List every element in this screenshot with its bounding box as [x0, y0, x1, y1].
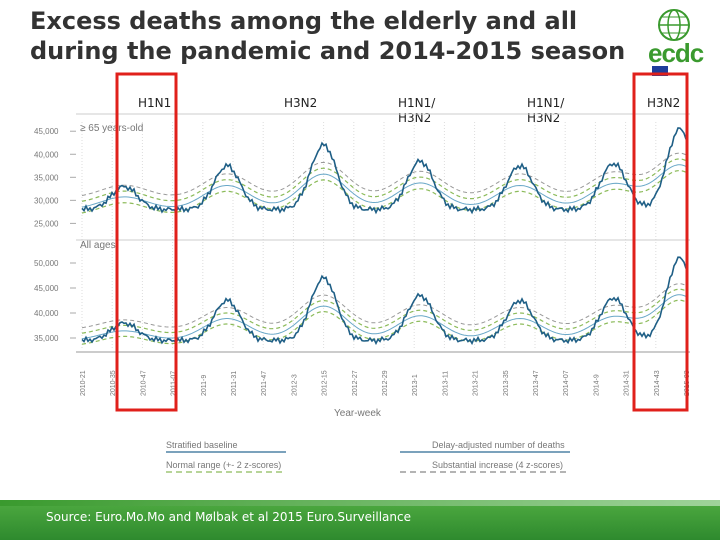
x-tick-label: 2011-9 [201, 375, 208, 396]
season-label-5: H3N2 [647, 96, 680, 111]
x-tick-label: 2013-35 [503, 370, 510, 396]
x-tick-label: 2012-3 [291, 374, 298, 396]
x-tick-label: 2013-21 [473, 370, 480, 396]
legend-label: Substantial increase (4 z-scores) [432, 460, 563, 470]
x-tick-label: 2014-43 [654, 370, 661, 396]
season-label-line: H1N1/ [527, 96, 565, 110]
legend-label: Normal range (+- 2 z-scores) [166, 460, 281, 470]
season-label-line: H3N2 [647, 96, 681, 110]
x-tick-label: 2010-21 [80, 370, 87, 396]
season-label-2: H3N2 [284, 96, 317, 111]
normal-range-lower-line [81, 169, 687, 214]
season-label-1: H1N1 [138, 96, 171, 111]
x-tick-label: 2012-15 [322, 370, 329, 396]
y-tick-label: 40,000 [34, 150, 59, 159]
normal-range-upper-line [81, 158, 687, 202]
y-tick-label: 30,000 [34, 196, 59, 205]
highlight-box [632, 72, 689, 412]
x-tick-label: 2012-29 [382, 370, 389, 396]
x-tick-label: 2013-1 [412, 374, 419, 396]
title-line-1: Excess deaths among the elderly and all [30, 7, 578, 35]
y-tick-label: 45,000 [34, 127, 59, 136]
season-label-line: H1N1/ [398, 96, 436, 110]
y-tick-label: 25,000 [34, 219, 59, 228]
x-tick-label: 2014-07 [563, 370, 570, 396]
x-axis-label: Year-week [334, 408, 382, 419]
ecdc-logo: ecdc [638, 8, 716, 78]
excess-deaths-chart: ≥ 65 years-old 45,000 40,000 35,000 30,000 25… [34, 72, 691, 473]
footer-bar [0, 500, 720, 540]
x-tick-label: 2012-27 [352, 370, 359, 396]
x-tick-label: 2010-35 [110, 370, 117, 396]
x-tick-label: 2013-11 [442, 371, 449, 396]
baseline-line [81, 294, 687, 340]
y-tick-label: 40,000 [34, 309, 59, 318]
observed-deaths-line [81, 256, 687, 346]
x-tick-label: 2011-31 [231, 371, 238, 396]
season-label-line: H1N1 [138, 96, 172, 110]
globe-icon [658, 9, 690, 41]
source-citation: Source: Euro.Mo.Mo and Mølbak et al 2015… [46, 510, 411, 524]
x-tick-label: 2011-47 [261, 371, 268, 396]
eu-flag-icon [652, 66, 668, 76]
panel-title: All ages [80, 240, 116, 251]
legend-label: Stratified baseline [166, 440, 238, 450]
highlight-box [115, 72, 178, 412]
legend-label: Delay-adjusted number of deaths [432, 440, 565, 450]
panel-title: ≥ 65 years-old [80, 123, 143, 134]
x-tick-label: 2014-9 [593, 374, 600, 396]
y-tick-label: 45,000 [34, 284, 59, 293]
observed-deaths-line [81, 127, 687, 215]
slide-title: Excess deaths among the elderly and all … [30, 6, 650, 66]
x-tick-label: 2014-31 [624, 370, 631, 396]
substantial-increase-line [81, 152, 687, 196]
x-tick-label: 2011-07 [171, 371, 178, 396]
x-tick-label: 2010-47 [140, 370, 147, 396]
y-tick-label: 35,000 [34, 334, 59, 343]
y-tick-label: 50,000 [34, 259, 59, 268]
x-tick-label: 2013-47 [533, 370, 540, 396]
y-tick-label: 35,000 [34, 173, 59, 182]
logo-wordmark: ecdc [648, 38, 704, 68]
baseline-line [81, 164, 687, 208]
season-label-line: H3N2 [284, 96, 318, 110]
title-line-2: during the pandemic and 2014-2015 season [30, 37, 626, 65]
